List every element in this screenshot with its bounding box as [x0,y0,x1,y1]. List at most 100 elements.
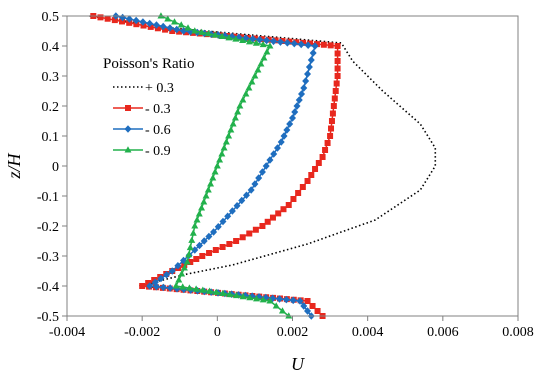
data-point [334,73,341,79]
data-point [286,120,294,128]
data-point [210,228,218,236]
legend-item: - 0.9 [113,144,171,159]
data-point [212,247,219,253]
data-point [147,23,154,30]
y-tick-label: 0.1 [42,130,60,145]
data-point [251,180,259,188]
legend-marker [124,146,132,153]
data-point [216,156,224,163]
data-point [312,166,319,172]
data-point [263,48,271,55]
data-point [309,49,317,57]
data-point [327,42,334,49]
data-point [206,250,213,256]
data-point [166,24,174,32]
tick-labels: -0.004 -0.002 0 0.002 0.004 0.006 0.008 -0.5 -0.… [37,10,534,340]
data-point [228,207,236,215]
data-point [236,102,244,109]
data-point [273,144,281,152]
data-point [212,288,220,295]
data-point [285,202,292,208]
data-point [204,186,212,193]
data-point [275,210,282,217]
data-point [213,162,221,169]
data-point [140,22,147,29]
plot-series [89,12,437,320]
data-point [283,39,291,47]
data-point [246,293,254,301]
x-tick-label: 0.004 [352,325,384,340]
data-point [239,36,247,44]
data-point [202,192,210,199]
data-point [328,125,335,132]
data-point [233,201,241,210]
data-point [172,282,180,289]
data-point [314,308,321,314]
data-point [233,238,240,244]
data-point [283,126,291,134]
data-point [198,204,206,211]
data-point [254,66,262,73]
data-point [145,280,152,286]
data-point [257,60,265,67]
data-point [262,162,270,170]
data-point [162,26,169,33]
data-point [104,15,111,22]
data-point [211,31,219,38]
data-point [280,132,288,140]
data-point [207,180,215,187]
data-point [249,35,257,43]
data-point [289,296,297,305]
data-point [219,244,226,250]
legend-label: - 0.9 [145,144,171,159]
data-point [119,13,127,22]
data-point [185,284,193,291]
data-point [97,14,104,21]
data-point [189,229,197,236]
data-point [333,80,340,87]
data-point [282,295,290,304]
data-point [248,78,256,85]
data-point [299,184,306,190]
data-point [139,18,147,26]
data-point [270,37,278,46]
data-point [220,144,228,151]
data-point [227,126,235,133]
data-point [264,218,271,225]
data-point [170,18,178,25]
data-point [239,96,247,103]
data-point [180,264,188,271]
data-point [304,41,312,50]
data-point [199,253,206,259]
data-point [186,27,194,36]
y-tick-label: 0 [52,160,59,175]
data-point [253,295,261,302]
data-point [226,290,234,298]
y-tick-label: -0.1 [37,190,59,205]
data-point [307,56,315,64]
data-point [209,174,217,181]
axis-ticks [62,15,519,321]
data-point [302,77,310,85]
data-point [276,38,284,46]
plot-frame [66,15,519,317]
data-point [304,307,312,315]
data-point [188,236,196,243]
data-point [248,292,256,301]
data-point [146,282,154,290]
data-point [146,19,154,28]
y-tick-label: 0.3 [42,70,60,85]
data-point [168,267,176,275]
data-point [270,150,278,158]
data-point [266,297,274,304]
x-tick-label: 0.002 [277,325,309,340]
legend-label: - 0.6 [145,123,171,138]
data-point [256,35,264,44]
data-point [183,258,191,265]
data-point [329,110,336,117]
data-point [157,274,165,283]
data-point [255,174,263,182]
data-point [285,312,293,319]
data-point [289,114,296,122]
